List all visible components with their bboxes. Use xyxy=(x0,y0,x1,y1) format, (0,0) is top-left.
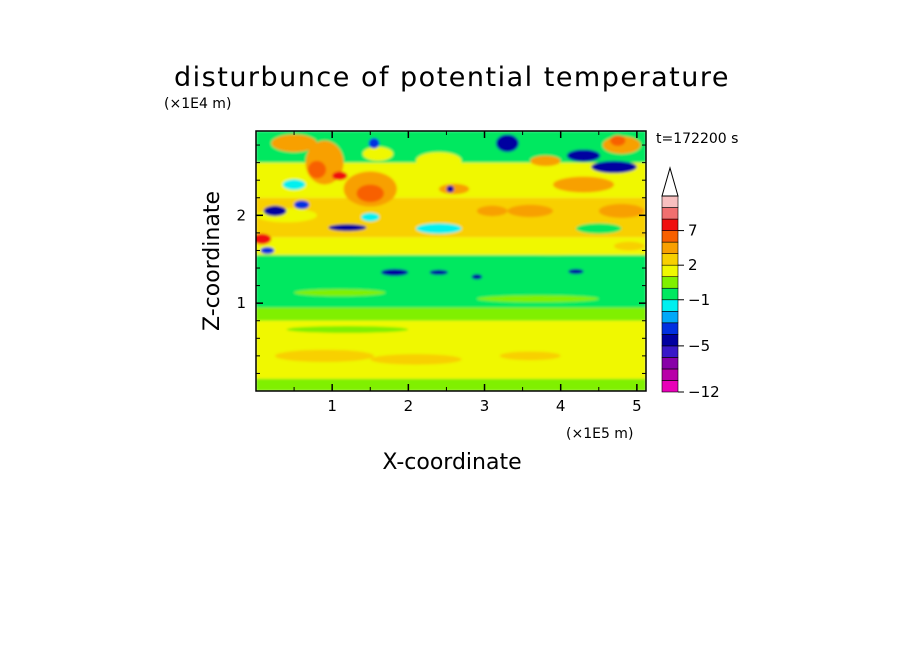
colorbar-tick-label: 7 xyxy=(688,222,698,240)
x-axis-title: X-coordinate xyxy=(382,450,521,475)
field-feature xyxy=(370,354,462,365)
colorbar-swatch xyxy=(661,230,679,243)
colorbar-tick-label: −12 xyxy=(688,383,720,401)
field-band xyxy=(256,307,646,321)
field-feature xyxy=(282,179,306,190)
y-axis-title: Z-coordinate xyxy=(200,191,225,331)
plot-frame xyxy=(255,130,647,392)
time-label: t=172200 s xyxy=(656,131,738,147)
x-unit-label: (×1E5 m) xyxy=(566,426,633,442)
field-band xyxy=(256,378,646,391)
field-feature xyxy=(568,268,584,275)
colorbar-swatch xyxy=(661,357,679,370)
field-feature xyxy=(591,160,637,174)
x-axis-ticks: 1 2 3 4 5 xyxy=(293,131,642,415)
field-feature xyxy=(610,135,626,146)
field-feature xyxy=(332,171,348,181)
x-tick-label: 4 xyxy=(556,397,566,415)
colorbar-extend-arrow xyxy=(661,166,679,197)
colorbar-swatch xyxy=(661,195,679,208)
y-unit-label: (×1E4 m) xyxy=(164,96,231,112)
colorbar-swatch xyxy=(661,345,679,358)
colorbar-swatch xyxy=(661,310,679,324)
field-feature xyxy=(575,223,622,234)
field-feature xyxy=(361,212,380,222)
y-tick-label: 1 xyxy=(236,294,246,312)
field-feature xyxy=(553,176,615,193)
field-feature xyxy=(446,185,455,193)
field-feature xyxy=(263,205,287,217)
field-feature xyxy=(499,351,561,361)
field-feature xyxy=(476,205,508,217)
colorbar-swatch xyxy=(661,334,679,347)
colorbar-swatch xyxy=(661,253,679,266)
colorbar-swatch xyxy=(661,218,679,231)
field-feature xyxy=(499,246,607,255)
field-feature xyxy=(429,269,448,276)
field-feature xyxy=(275,349,375,363)
colorbar: 7 2 −1 −5 −12 xyxy=(661,166,720,401)
field-feature xyxy=(368,138,380,149)
field-feature xyxy=(294,200,310,210)
field-feature xyxy=(362,146,394,161)
field-feature xyxy=(507,204,554,218)
field-feature xyxy=(471,274,483,280)
field-feature xyxy=(495,134,519,153)
colorbar-swatch xyxy=(661,276,679,289)
y-tick-label: 2 xyxy=(236,206,246,224)
field-feature xyxy=(309,242,432,255)
field-feature xyxy=(598,203,645,218)
contour-field xyxy=(256,131,646,391)
colorbar-swatch xyxy=(661,264,679,278)
field-feature xyxy=(614,241,645,251)
field-feature xyxy=(530,155,561,167)
x-tick-label: 2 xyxy=(404,397,414,415)
field-feature xyxy=(328,224,367,232)
chart-title: disturbunce of potential temperature xyxy=(174,62,730,93)
colorbar-tick-label: 2 xyxy=(688,256,698,274)
colorbar-swatch xyxy=(661,287,679,301)
colorbar-swatch xyxy=(661,368,679,381)
colorbar-swatch xyxy=(661,299,679,312)
colorbar-tick-label: −1 xyxy=(688,291,710,309)
field-feature xyxy=(260,246,275,254)
field-feature xyxy=(256,233,272,245)
colorbar-swatch xyxy=(661,380,679,393)
x-tick-label: 5 xyxy=(632,397,642,415)
colorbar-swatch xyxy=(661,241,679,254)
field-feature xyxy=(480,168,519,183)
x-tick-label: 3 xyxy=(480,397,490,415)
colorbar-tick-label: −5 xyxy=(688,337,710,355)
colorbar-swatch xyxy=(661,322,679,335)
x-tick-label: 1 xyxy=(327,397,337,415)
field-feature xyxy=(294,289,386,297)
field-feature xyxy=(566,149,601,162)
field-feature xyxy=(415,152,462,170)
field-feature xyxy=(271,134,317,153)
field-feature xyxy=(307,160,327,179)
field-feature xyxy=(286,326,409,334)
field-feature xyxy=(476,295,599,303)
field-feature xyxy=(380,268,409,276)
field-feature xyxy=(356,184,384,203)
colorbar-swatch xyxy=(661,207,679,220)
y-axis-ticks: 12 xyxy=(236,144,646,374)
field-feature xyxy=(415,223,462,234)
